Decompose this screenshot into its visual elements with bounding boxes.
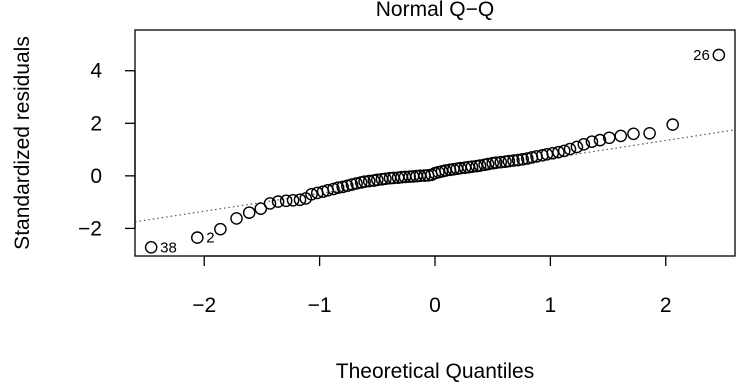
data-point (557, 144, 571, 158)
data-point (345, 178, 359, 191)
data-point (214, 222, 227, 236)
x-axis-label: Theoretical Quantiles (336, 360, 534, 383)
data-point (191, 231, 204, 244)
data-point (473, 159, 487, 172)
data-point (350, 177, 363, 190)
data-point (552, 145, 565, 159)
data-point (144, 241, 158, 254)
data-point (362, 174, 376, 188)
point-label: 2 (206, 230, 214, 247)
x-tick-label: −2 (192, 294, 216, 317)
point-label: 38 (160, 239, 177, 256)
data-point (489, 156, 503, 170)
data-point (379, 172, 392, 186)
data-point (666, 118, 679, 131)
y-axis-label: Standardized residuals (11, 36, 34, 250)
data-point (305, 187, 318, 201)
data-point (336, 180, 349, 194)
y-tick-label: 0 (90, 165, 102, 188)
data-point (230, 212, 243, 225)
points-group (144, 48, 726, 254)
y-axis: −2 0 2 4 (78, 60, 136, 240)
data-point (593, 133, 607, 147)
data-point (546, 146, 559, 160)
x-tick-label: 2 (660, 294, 672, 317)
point-label: 26 (693, 47, 710, 64)
y-tick-label: −2 (78, 217, 102, 240)
data-point (331, 181, 345, 194)
data-point (271, 195, 285, 208)
data-point (502, 154, 516, 168)
data-point (511, 153, 525, 167)
data-point (516, 152, 529, 166)
data-point (627, 127, 640, 141)
data-point (279, 194, 293, 208)
data-point (577, 138, 591, 151)
data-point (585, 135, 599, 148)
data-point (614, 129, 628, 143)
plot-frame (134, 29, 736, 257)
x-tick-label: 0 (429, 294, 441, 317)
y-tick-label: 4 (90, 60, 102, 83)
data-point (263, 197, 277, 210)
data-point (242, 206, 256, 219)
data-point (507, 154, 520, 167)
x-axis: −2 −1 0 1 2 (192, 255, 672, 317)
data-point (358, 175, 371, 188)
data-point (254, 202, 268, 215)
data-point (465, 160, 479, 173)
data-point (521, 152, 534, 165)
data-point (494, 155, 508, 169)
data-point (293, 193, 307, 207)
chart-title: Normal Q−Q (376, 0, 494, 21)
data-point (286, 193, 300, 207)
data-point (563, 142, 577, 156)
annotations-group: 26 2 38 (160, 47, 710, 256)
data-point (570, 140, 584, 154)
x-tick-label: 1 (545, 294, 557, 317)
data-point (371, 173, 384, 187)
data-point (712, 48, 726, 62)
y-tick-label: 2 (90, 112, 102, 135)
data-point (643, 126, 656, 140)
data-point (403, 170, 416, 183)
data-point (481, 157, 495, 171)
x-tick-label: −1 (308, 294, 332, 317)
